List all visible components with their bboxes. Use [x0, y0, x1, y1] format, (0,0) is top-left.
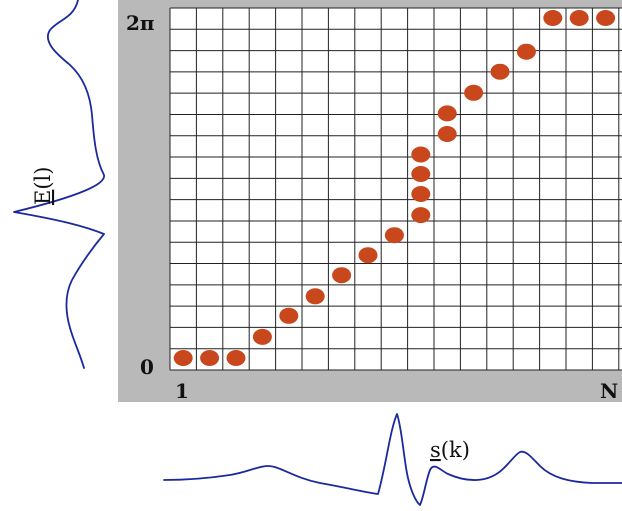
bottom-signal-label: s(k)	[430, 438, 470, 462]
bottom-signal-curve	[164, 414, 622, 505]
data-point	[543, 10, 562, 26]
data-point	[491, 64, 510, 80]
bottom-signal-arg: (k)	[441, 438, 470, 462]
bottom-signal-letter: s	[430, 438, 441, 462]
data-point	[385, 227, 404, 243]
data-point	[200, 350, 219, 366]
data-point	[411, 186, 430, 202]
left-signal-arg: (l)	[31, 167, 55, 190]
left-signal-label: E(l)	[31, 167, 55, 205]
y-label-bottom: 0	[140, 355, 154, 379]
data-point	[227, 350, 246, 366]
data-point	[306, 288, 325, 304]
data-point	[332, 267, 351, 283]
data-point	[411, 147, 430, 163]
data-point	[464, 85, 483, 101]
x-label-right: N	[600, 379, 618, 403]
plot-area	[170, 8, 622, 370]
data-point	[253, 329, 272, 345]
left-signal-curve	[14, 0, 104, 368]
data-point	[359, 247, 378, 263]
data-point	[174, 350, 193, 366]
data-point	[411, 166, 430, 182]
left-signal-letter: E	[31, 190, 55, 205]
data-point	[411, 207, 430, 223]
data-point	[596, 10, 615, 26]
data-point	[517, 44, 536, 60]
data-point	[438, 105, 457, 121]
y-label-top: 2π	[126, 11, 155, 35]
data-point	[570, 10, 589, 26]
data-point	[279, 308, 298, 324]
x-label-left: 1	[175, 379, 189, 403]
svg-text:E(l): E(l)	[31, 167, 55, 205]
data-point	[438, 126, 457, 142]
